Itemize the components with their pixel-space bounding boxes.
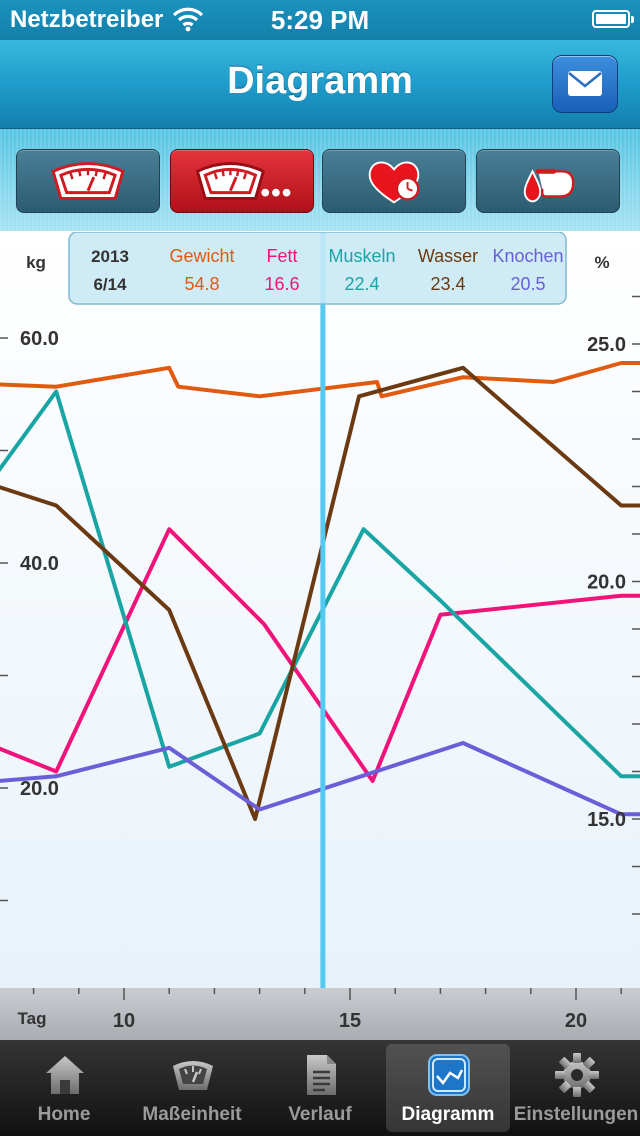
tab-unit[interactable]: Maßeinheit [130, 1044, 254, 1132]
x-axis-label: Tag [18, 1009, 47, 1028]
left-unit-label: kg [26, 253, 46, 272]
readout-label-gewicht: Gewicht [169, 246, 234, 266]
value-readout [68, 232, 567, 305]
series-line-knochen [0, 741, 640, 817]
series-line-gewicht [0, 361, 640, 399]
scale-icon [51, 162, 125, 200]
plot-background [0, 232, 640, 988]
scale-detail-icon [195, 162, 291, 200]
series-line-fett [0, 527, 640, 783]
chart-icon [428, 1054, 470, 1096]
mode-selector [0, 129, 640, 231]
mode-button-weight[interactable] [16, 149, 160, 213]
tab-unit-label: Maßeinheit [142, 1104, 242, 1125]
readout-value-muskeln: 22.4 [344, 274, 379, 294]
tab-settings-label: Einstellungen [513, 1104, 639, 1125]
readout-value-fett: 16.6 [264, 274, 299, 294]
tab-home[interactable]: Home [2, 1044, 126, 1132]
series-line-wasser [0, 365, 640, 821]
left-tick-label: 60.0 [20, 328, 59, 350]
readout-label-knochen: Knochen [492, 246, 563, 266]
right-tick-label: 25.0 [587, 334, 626, 356]
right-unit-label: % [594, 253, 609, 272]
battery-icon [592, 10, 634, 28]
x-axis-band [0, 988, 640, 1040]
tab-bar: Home Maßeinheit Verlauf Diagramm [0, 1040, 640, 1136]
status-bar: Netzbetreiber 5:29 PM [0, 0, 640, 40]
scale-icon [173, 1061, 213, 1090]
tab-chart-label: Diagramm [401, 1104, 495, 1125]
readout-year: 2013 [91, 247, 129, 266]
readout-date: 6/14 [93, 275, 127, 294]
blood-drop-finger-icon [523, 168, 575, 203]
mail-button[interactable] [552, 55, 618, 113]
readout-value-knochen: 20.5 [510, 274, 545, 294]
right-tick-label: 15.0 [587, 809, 626, 831]
x-tick-label: 10 [113, 1010, 135, 1032]
chart-area[interactable]: kg % Tag 60.0 40.0 20.0 25.0 20.0 15.0 10 15 20 … [0, 232, 640, 1040]
right-tick-label: 20.0 [587, 572, 626, 594]
page-title: Diagramm [227, 60, 413, 102]
readout-label-fett: Fett [266, 246, 297, 266]
tab-chart[interactable]: Diagramm [386, 1044, 510, 1132]
left-tick-label: 40.0 [20, 553, 59, 575]
gear-icon [555, 1053, 599, 1097]
envelope-icon [568, 71, 602, 96]
series-line-muskeln [0, 389, 640, 779]
readout-label-wasser: Wasser [418, 246, 478, 266]
tab-home-label: Home [37, 1104, 91, 1125]
tab-settings[interactable]: Einstellungen [514, 1044, 638, 1132]
wifi-icon [172, 7, 204, 32]
line-chart[interactable]: kg % Tag 60.040.020.025.020.015.010 15 20 … [0, 232, 640, 1040]
tab-history-label: Verlauf [288, 1104, 352, 1125]
readout-value-gewicht: 54.8 [184, 274, 219, 294]
status-time: 5:29 PM [270, 5, 370, 35]
x-tick-label: 20 [565, 1010, 587, 1032]
mode-button-body-composition[interactable] [170, 149, 314, 213]
navigation-bar: Diagramm [0, 40, 640, 129]
left-tick-label: 20.0 [20, 778, 59, 800]
tab-history[interactable]: Verlauf [258, 1044, 382, 1132]
heart-clock-icon [368, 161, 420, 204]
document-icon [307, 1055, 336, 1095]
mode-button-blood-measurement[interactable] [476, 149, 620, 213]
readout-value-wasser: 23.4 [430, 274, 465, 294]
readout-label-muskeln: Muskeln [328, 246, 395, 266]
carrier-name: Netzbetreiber [10, 6, 164, 33]
house-icon [46, 1056, 84, 1094]
mode-button-heart-rate[interactable] [322, 149, 466, 213]
x-tick-label: 15 [339, 1010, 361, 1032]
